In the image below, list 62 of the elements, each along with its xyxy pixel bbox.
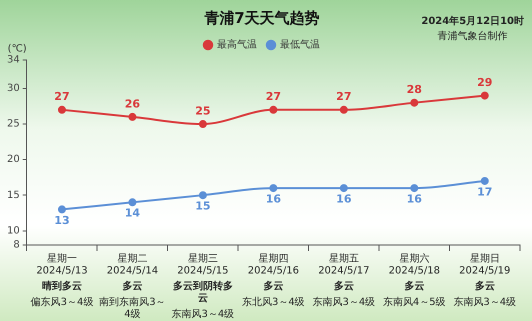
text: 多云	[474, 281, 496, 293]
point	[410, 98, 418, 107]
data-label: 27	[336, 90, 352, 104]
text: 多云	[121, 281, 144, 293]
text: 多云	[262, 281, 284, 293]
point	[269, 184, 278, 192]
data-label: 14	[124, 206, 140, 220]
text: 东北风3～4级	[240, 297, 306, 309]
text: 多云	[403, 281, 426, 293]
text: 2024年5月12日10时	[421, 14, 524, 29]
x-tick-label: 星期一 2024/5/13	[36, 252, 88, 277]
data-label: 25	[195, 104, 211, 118]
point	[340, 184, 348, 192]
data-label: 16	[406, 192, 422, 206]
chart-title: 青浦7天天气趋势	[203, 8, 320, 27]
point	[128, 198, 136, 206]
x-tick-label: 星期四 2024/5/16	[248, 252, 300, 277]
data-label: 27	[266, 90, 282, 104]
text: 晴到多云	[40, 281, 83, 293]
x-tick-label: 星期日 2024/5/19	[459, 252, 510, 277]
text: 东南风3～4级	[311, 297, 376, 309]
y-tick-label: 30	[6, 83, 20, 94]
data-label: 16	[266, 192, 282, 206]
data-label: 16	[336, 192, 352, 206]
x-tick-label: 星期二 2024/5/14	[106, 252, 158, 277]
text: 东南风3～4级	[452, 297, 518, 309]
x-tick-label: 星期三 2024/5/15	[177, 252, 229, 277]
data-label: 27	[54, 90, 70, 104]
text: 南到东南风3～4级	[99, 297, 166, 321]
point	[480, 176, 489, 185]
data-label: 17	[477, 185, 492, 198]
data-label: 15	[195, 200, 211, 213]
text: 东南风4～5级	[382, 297, 447, 309]
data-label: 28	[406, 83, 422, 96]
y-tick-label: 34	[6, 54, 20, 66]
text: 东南风3～4级	[170, 309, 236, 321]
x-tick-label: 星期五 2024/5/17	[318, 252, 370, 277]
point	[58, 205, 66, 214]
point	[58, 106, 66, 114]
text: 青浦气象台制作	[436, 30, 509, 44]
data-label: 29	[477, 76, 492, 89]
x-tick-label: 星期六 2024/5/18	[388, 252, 440, 277]
text: 多云	[332, 281, 355, 293]
y-tick-label: 25	[6, 118, 20, 130]
point	[410, 184, 418, 192]
y-tick-label: 15	[6, 190, 20, 201]
data-label: 26	[124, 97, 140, 110]
y-tick-label: 8	[13, 240, 20, 251]
y-tick-label: 10	[6, 225, 20, 236]
point	[340, 106, 348, 114]
point	[198, 191, 207, 200]
data-label: 13	[54, 214, 70, 227]
legend-label: 最低气温	[280, 38, 320, 51]
point	[198, 120, 207, 128]
legend-label: 最高气温	[217, 38, 257, 51]
text: 偏东风3～4级	[30, 297, 94, 309]
y-axis-title: (℃)	[8, 44, 27, 55]
point	[128, 112, 136, 121]
y-tick-label: 20	[6, 154, 20, 166]
point	[269, 106, 278, 114]
point	[480, 92, 489, 100]
text: 多云到阴转多云	[172, 281, 234, 305]
